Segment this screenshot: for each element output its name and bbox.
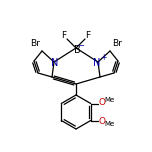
Text: Br: Br <box>112 40 122 48</box>
Text: F: F <box>85 31 91 40</box>
Text: +: + <box>100 52 106 62</box>
Text: N: N <box>93 58 101 68</box>
Text: −: − <box>78 41 85 50</box>
Text: F: F <box>61 31 67 40</box>
Text: B: B <box>74 45 80 55</box>
Text: Me: Me <box>105 97 115 104</box>
Text: O: O <box>98 98 105 107</box>
Text: Me: Me <box>105 121 115 126</box>
Text: Br: Br <box>30 40 40 48</box>
Text: O: O <box>98 117 105 126</box>
Text: N: N <box>51 58 59 68</box>
